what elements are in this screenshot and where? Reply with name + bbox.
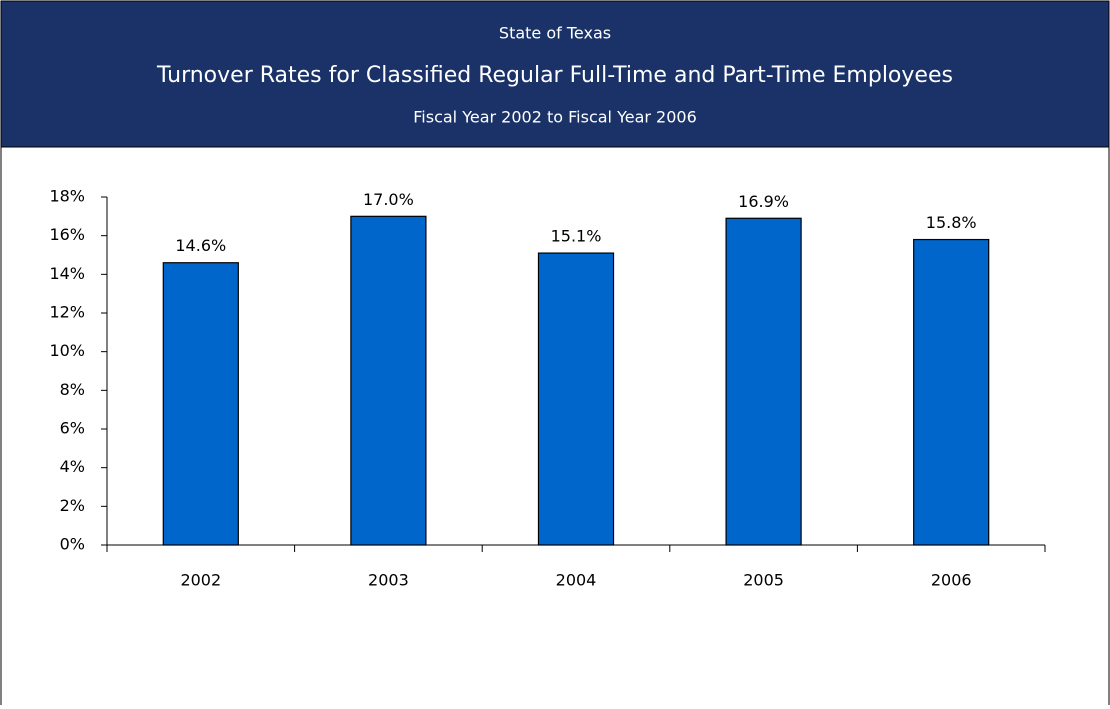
chart-subtitle: Fiscal Year 2002 to Fiscal Year 2006 [413, 108, 697, 127]
header-band [0, 0, 1110, 148]
bar [913, 238, 990, 546]
bar [537, 252, 615, 546]
chart-title: Turnover Rates for Classified Regular Fu… [156, 63, 953, 88]
y-tick-label: 6% [60, 419, 85, 438]
bar [725, 217, 802, 546]
chart-supertitle: State of Texas [499, 24, 611, 43]
x-tick-label: 2004 [556, 571, 597, 590]
y-tick-label: 2% [60, 496, 85, 515]
value-label: 15.8% [926, 213, 977, 232]
y-tick-label: 8% [60, 380, 85, 399]
y-tick-label: 14% [49, 264, 85, 283]
x-tick-label: 2006 [931, 571, 972, 590]
y-tick-label: 18% [49, 187, 85, 206]
y-tick-label: 10% [49, 341, 85, 360]
y-tick-label: 12% [49, 303, 85, 322]
bar [350, 215, 427, 546]
y-tick-label: 0% [60, 535, 85, 554]
x-tick-label: 2005 [743, 571, 784, 590]
x-tick-label: 2002 [180, 571, 221, 590]
x-tick-label: 2003 [368, 571, 409, 590]
value-label: 14.6% [175, 236, 226, 255]
y-tick-label: 16% [49, 225, 85, 244]
value-label: 16.9% [738, 192, 789, 211]
value-label: 17.0% [363, 190, 414, 209]
value-label: 15.1% [551, 227, 602, 246]
bar [162, 262, 239, 546]
y-tick-label: 4% [60, 457, 85, 476]
